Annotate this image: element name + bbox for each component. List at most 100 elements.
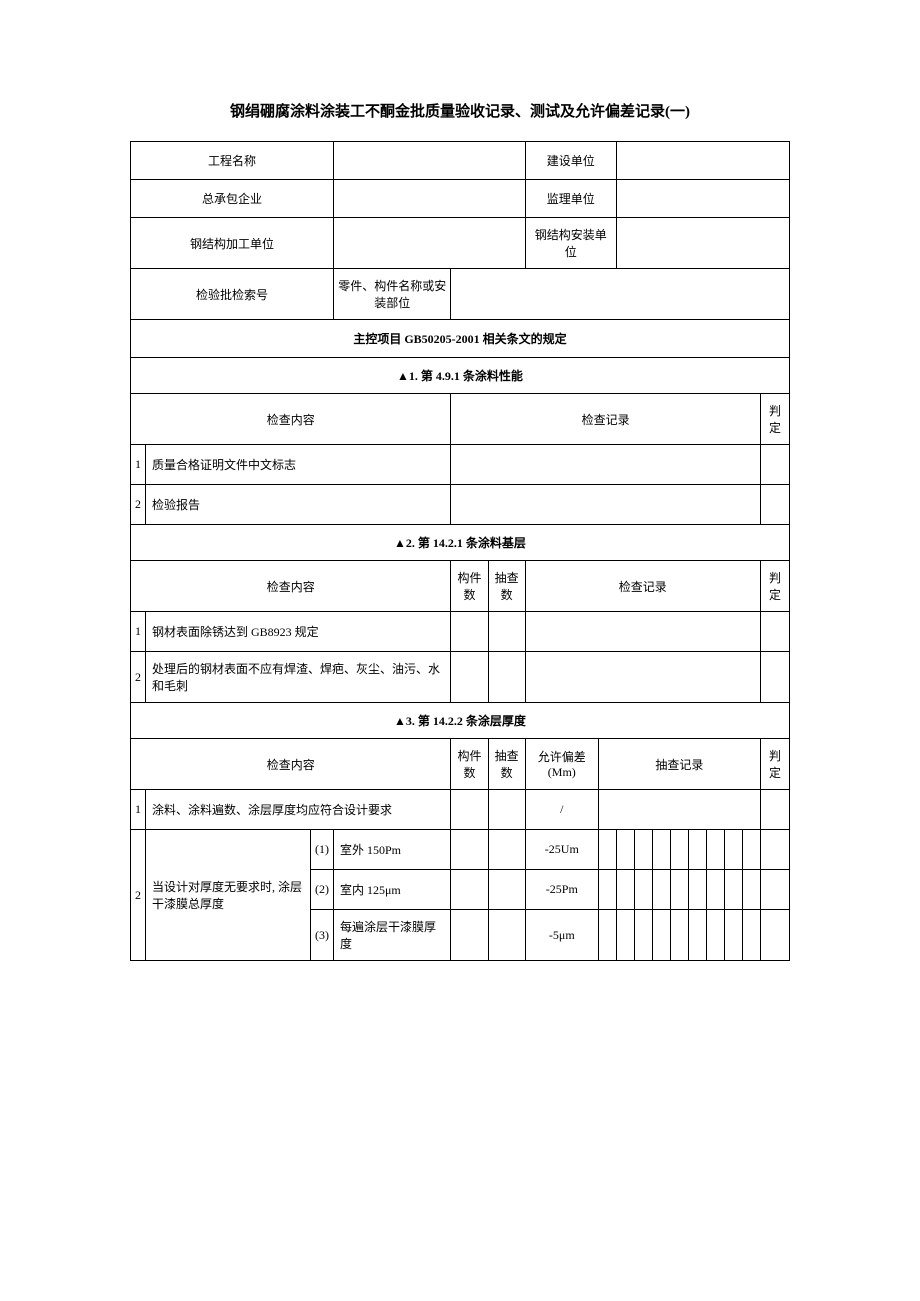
section2-col2: 构件数: [451, 561, 488, 612]
section2-row1-num: 1: [131, 612, 146, 652]
section1-row1-record: [451, 445, 760, 485]
record-cell: [598, 870, 616, 910]
record-cell: [688, 910, 706, 961]
header-row-3: 钢结构加工单位 钢结构安装单位: [131, 218, 790, 269]
record-cell: [688, 830, 706, 870]
install-unit-label: 钢结构安装单位: [525, 218, 616, 269]
record-cell: [724, 830, 742, 870]
section3-title: ▲3. 第 14.2.2 条涂层厚度: [131, 703, 790, 739]
section2-row2-text: 处理后的钢材表面不应有焊渣、焊疤、灰尘、油污、水和毛刺: [146, 652, 451, 703]
section3-row1-record: [598, 790, 760, 830]
section1-col3: 判定: [760, 394, 789, 445]
section3-col3: 抽查数: [488, 739, 525, 790]
section1-row2-text: 检验报告: [146, 485, 451, 525]
section3-col2: 构件数: [451, 739, 488, 790]
main-table: 工程名称 建设单位 总承包企业 监理单位 钢结构加工单位 钢结构安装单位 检验批…: [130, 141, 790, 961]
record-cell: [652, 910, 670, 961]
section1-col1: 检查内容: [131, 394, 451, 445]
section3-row2-sub3-judge: [760, 910, 789, 961]
record-cell: [742, 910, 760, 961]
section3-row2-sub3-num: (3): [310, 910, 333, 961]
section3-row2-sub1-judge: [760, 830, 789, 870]
section3-row2-sub2-dev: -25Pm: [525, 870, 598, 910]
section2-row2-count: [451, 652, 488, 703]
project-name-label: 工程名称: [131, 142, 334, 180]
supervisor-label: 监理单位: [525, 180, 616, 218]
section2-title: ▲2. 第 14.2.1 条涂料基层: [131, 525, 790, 561]
section3-title-row: ▲3. 第 14.2.2 条涂层厚度: [131, 703, 790, 739]
section3-row2-sub1-text: 室外 150Pm: [333, 830, 451, 870]
processing-unit-label: 钢结构加工单位: [131, 218, 334, 269]
section3-row1-count: [451, 790, 488, 830]
section2-row2: 2 处理后的钢材表面不应有焊渣、焊疤、灰尘、油污、水和毛刺: [131, 652, 790, 703]
section2-row2-record: [525, 652, 760, 703]
section1-col2: 检查记录: [451, 394, 760, 445]
header-row-1: 工程名称 建设单位: [131, 142, 790, 180]
section3-col4: 允许偏差 (Mm): [525, 739, 598, 790]
section3-row2-sub2-judge: [760, 870, 789, 910]
section3-header-row: 检查内容 构件数 抽查数 允许偏差 (Mm) 抽查记录 判定: [131, 739, 790, 790]
section2-col3: 抽查数: [488, 561, 525, 612]
section3-row2-sub1-count: [451, 830, 488, 870]
header-row-4: 检验批检索号 零件、构件名称或安装部位: [131, 269, 790, 320]
record-cell: [706, 870, 724, 910]
section3-row2-num: 2: [131, 830, 146, 961]
section2-row2-num: 2: [131, 652, 146, 703]
section3-row1-dev: /: [525, 790, 598, 830]
record-cell: [598, 830, 616, 870]
contractor-label: 总承包企业: [131, 180, 334, 218]
section2-row1-judge: [760, 612, 789, 652]
section1-row1-num: 1: [131, 445, 146, 485]
section3-row2-sub3-sample: [488, 910, 525, 961]
record-cell: [724, 870, 742, 910]
record-cell: [598, 910, 616, 961]
section3-row1-text: 涂料、涂料遍数、涂层厚度均应符合设计要求: [146, 790, 451, 830]
section2-title-row: ▲2. 第 14.2.1 条涂料基层: [131, 525, 790, 561]
section2-row2-judge: [760, 652, 789, 703]
section2-row1-record: [525, 612, 760, 652]
section1-row2-record: [451, 485, 760, 525]
section3-row2-sub1-sample: [488, 830, 525, 870]
section2-col5: 判定: [760, 561, 789, 612]
contractor-value: [333, 180, 525, 218]
section3-row1: 1 涂料、涂料遍数、涂层厚度均应符合设计要求 /: [131, 790, 790, 830]
construction-unit-value: [616, 142, 789, 180]
section1-header-row: 检查内容 检查记录 判定: [131, 394, 790, 445]
section3-row1-num: 1: [131, 790, 146, 830]
main-section-row: 主控项目 GB50205-2001 相关条文的规定: [131, 320, 790, 358]
record-cell: [706, 830, 724, 870]
section1-row2: 2 检验报告: [131, 485, 790, 525]
section3-row2-sub3-text: 每遍涂层干漆膜厚度: [333, 910, 451, 961]
section3-row2-sub3-count: [451, 910, 488, 961]
record-cell: [742, 830, 760, 870]
section1-row2-judge: [760, 485, 789, 525]
record-cell: [670, 910, 688, 961]
section1-row2-num: 2: [131, 485, 146, 525]
construction-unit-label: 建设单位: [525, 142, 616, 180]
section2-row1: 1 钢材表面除锈达到 GB8923 规定: [131, 612, 790, 652]
record-cell: [652, 830, 670, 870]
section3-row2-text: 当设计对厚度无要求时, 涂层干漆膜总厚度: [146, 830, 311, 961]
section3-row2-sub3-dev: -5μm: [525, 910, 598, 961]
section3-row1-judge: [760, 790, 789, 830]
record-cell: [688, 870, 706, 910]
section3-row2-sub1-num: (1): [310, 830, 333, 870]
document-title: 钢绢硼腐涂料涂装工不酮金批质量验收记录、测试及允许偏差记录(一): [130, 100, 790, 121]
section3-col6: 判定: [760, 739, 789, 790]
record-cell: [742, 870, 760, 910]
supervisor-value: [616, 180, 789, 218]
part-name-label: 零件、构件名称或安装部位: [333, 269, 451, 320]
section3-row2-sub1: 2 当设计对厚度无要求时, 涂层干漆膜总厚度 (1) 室外 150Pm -25U…: [131, 830, 790, 870]
processing-unit-value: [333, 218, 525, 269]
record-cell: [616, 830, 634, 870]
record-cell: [724, 910, 742, 961]
section1-title: ▲1. 第 4.9.1 条涂料性能: [131, 358, 790, 394]
main-section-label: 主控项目 GB50205-2001 相关条文的规定: [131, 320, 790, 358]
section3-row2-sub2-sample: [488, 870, 525, 910]
section2-header-row: 检查内容 构件数 抽查数 检查记录 判定: [131, 561, 790, 612]
section3-row2-sub2-num: (2): [310, 870, 333, 910]
section2-row1-count: [451, 612, 488, 652]
record-cell: [670, 830, 688, 870]
record-cell: [616, 910, 634, 961]
batch-index-label: 检验批检索号: [131, 269, 334, 320]
